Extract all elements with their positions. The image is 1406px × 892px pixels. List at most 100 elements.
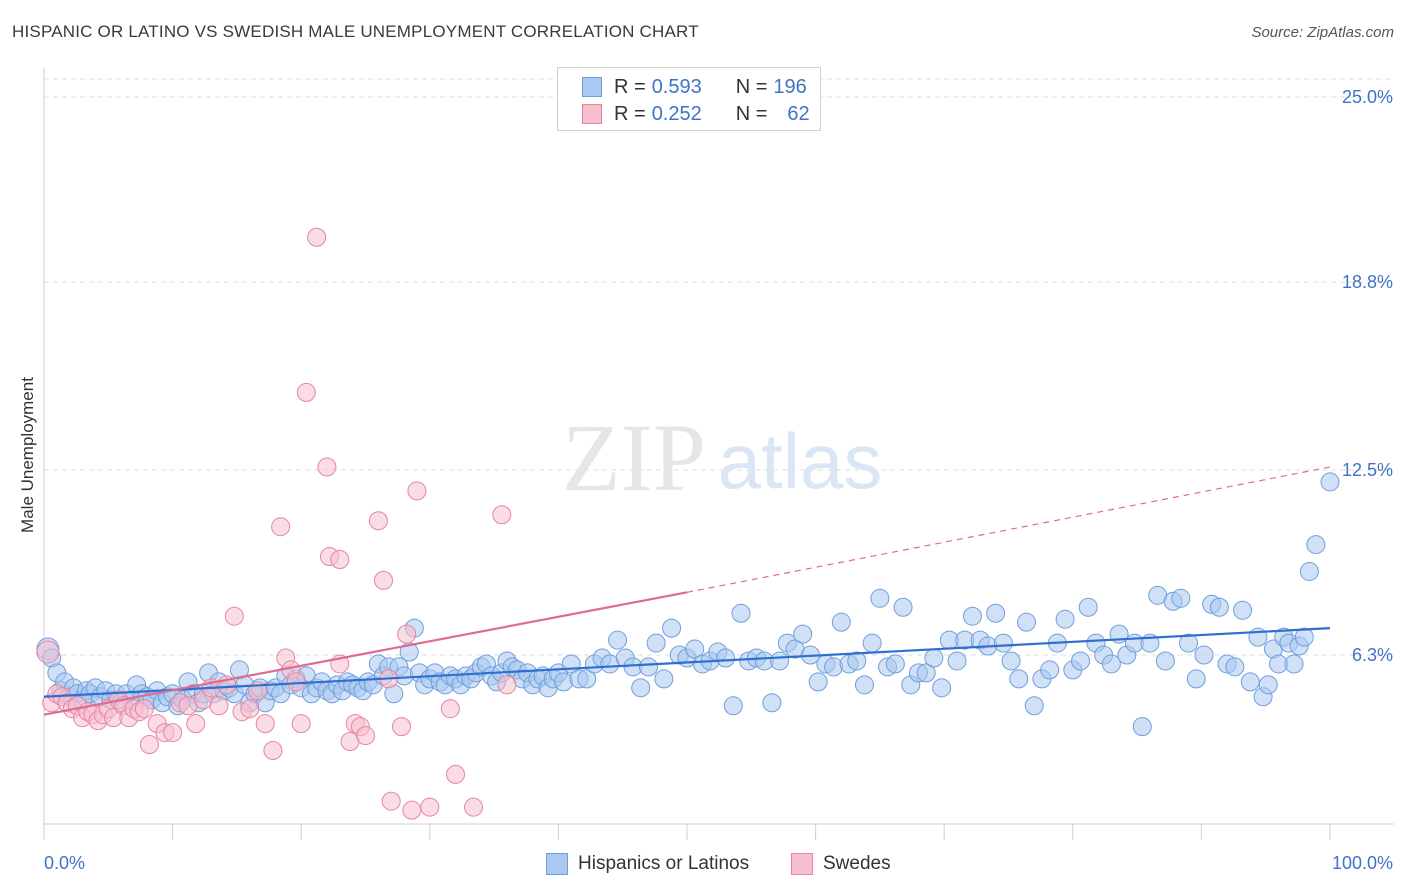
legend-n-label: N = bbox=[735, 75, 768, 98]
hispanics-point bbox=[1024, 696, 1044, 716]
swedes-points bbox=[36, 227, 517, 820]
swedes-point bbox=[134, 699, 154, 719]
grid bbox=[44, 78, 1394, 656]
y-tick-label: 25.0% bbox=[1342, 87, 1393, 107]
swedes-point bbox=[330, 550, 350, 570]
swedes-point bbox=[356, 726, 375, 746]
x-tick-label: 0.0% bbox=[44, 853, 85, 873]
hispanics-point bbox=[731, 603, 751, 623]
bottom-legend-label: Hispanics or Latinos bbox=[578, 853, 750, 874]
source-label: Source: ZipAtlas.com bbox=[1251, 24, 1394, 41]
hispanics-point bbox=[993, 633, 1013, 653]
swedes-point bbox=[440, 699, 460, 719]
hispanics-point bbox=[1017, 612, 1037, 632]
legend-n-value: 196 bbox=[773, 75, 807, 98]
hispanics-point bbox=[1258, 675, 1278, 695]
hispanics-point bbox=[1040, 660, 1060, 680]
trend-lines bbox=[43, 466, 1331, 716]
hispanics-point bbox=[716, 648, 736, 668]
hispanics-point bbox=[824, 657, 844, 677]
swedes-point bbox=[271, 517, 291, 537]
swedes-point bbox=[240, 699, 260, 719]
y-tick-label: 18.8% bbox=[1342, 272, 1393, 292]
y-axis-label: Male Unemployment bbox=[18, 377, 37, 533]
hispanics-point bbox=[808, 672, 828, 692]
hispanics-point bbox=[1284, 654, 1304, 674]
hispanics-point bbox=[847, 651, 867, 671]
bottom-legend-hispanics: Hispanics or Latinos bbox=[546, 853, 749, 875]
hispanics-point bbox=[608, 630, 628, 650]
swedes-point bbox=[492, 505, 512, 525]
legend-r-value: 0.593 bbox=[651, 75, 702, 98]
swedes-point bbox=[255, 714, 275, 734]
watermark-zip: ZIP bbox=[562, 404, 706, 511]
hispanics-point bbox=[893, 597, 913, 617]
hispanics-point bbox=[762, 693, 782, 713]
hispanics-point bbox=[932, 678, 952, 698]
hispanics-point bbox=[662, 618, 682, 638]
hispanics-point bbox=[1294, 627, 1314, 647]
legend-swatch-pink bbox=[582, 104, 602, 124]
swedes-point bbox=[397, 624, 417, 644]
swedes-point bbox=[497, 675, 517, 695]
hispanics-point bbox=[1225, 657, 1245, 677]
swedes-point bbox=[286, 672, 306, 692]
swedes-point bbox=[209, 696, 229, 716]
y-tick-label: 6.3% bbox=[1352, 645, 1393, 665]
swedes-point bbox=[381, 791, 401, 811]
hispanics-point bbox=[862, 633, 882, 653]
bottom-legend-swedes: Swedes bbox=[791, 853, 891, 875]
hispanics-point bbox=[831, 612, 851, 632]
hispanics-point bbox=[1179, 633, 1199, 653]
hispanics-point bbox=[870, 588, 890, 608]
hispanics-point bbox=[1132, 717, 1152, 737]
legend-n-label: N = bbox=[735, 102, 768, 125]
hispanics-point bbox=[554, 672, 574, 692]
hispanics-point bbox=[1171, 588, 1191, 608]
hispanics-points bbox=[36, 472, 1340, 737]
hispanics-point bbox=[916, 663, 936, 683]
hispanics-point bbox=[793, 624, 813, 644]
hispanics-trend-line bbox=[43, 627, 1331, 698]
hispanics-point bbox=[947, 651, 967, 671]
swedes-point bbox=[163, 723, 183, 743]
hispanics-point bbox=[394, 666, 414, 686]
swedes-point bbox=[291, 714, 311, 734]
watermark-atlas: atlas bbox=[718, 417, 883, 505]
hispanics-point bbox=[770, 651, 790, 671]
legend: R = 0.593 N = 196 R = 0.252 N = 62 bbox=[557, 67, 821, 131]
swedes-trend-line bbox=[43, 591, 688, 716]
hispanics-point bbox=[577, 669, 597, 689]
swedes-point bbox=[392, 717, 412, 737]
bottom-legend: Hispanics or Latinos Swedes bbox=[0, 851, 1406, 879]
hispanics-point bbox=[1240, 672, 1260, 692]
legend-swatch-blue bbox=[582, 77, 602, 97]
bottom-legend-swatch-pink bbox=[791, 853, 813, 875]
hispanics-point bbox=[1001, 651, 1021, 671]
watermark: ZIP atlas bbox=[562, 404, 882, 511]
hispanics-point bbox=[1306, 535, 1326, 555]
swedes-point bbox=[402, 800, 422, 820]
swedes-point bbox=[317, 457, 337, 477]
swedes-point bbox=[263, 740, 283, 760]
hispanics-point bbox=[1055, 609, 1075, 629]
swedes-point bbox=[296, 382, 316, 402]
swedes-point bbox=[374, 570, 394, 590]
hispanics-point bbox=[854, 675, 874, 695]
tick-labels: 6.3% 12.5% 18.8% 25.0% 0.0% 100.0% bbox=[44, 87, 1393, 873]
swedes-point bbox=[368, 511, 388, 531]
swedes-point bbox=[420, 797, 440, 817]
swedes-point bbox=[36, 640, 60, 664]
legend-r-value: 0.252 bbox=[651, 102, 702, 125]
hispanics-point bbox=[1078, 597, 1098, 617]
hispanics-point bbox=[1009, 669, 1029, 689]
hispanics-point bbox=[1233, 600, 1253, 620]
hispanics-point bbox=[631, 678, 651, 698]
hispanics-point bbox=[1209, 597, 1229, 617]
hispanics-point bbox=[1101, 654, 1121, 674]
legend-r-label: R = bbox=[614, 75, 646, 98]
hispanics-point bbox=[638, 657, 658, 677]
swedes-point bbox=[307, 227, 327, 247]
hispanics-point bbox=[685, 639, 705, 659]
swedes-point bbox=[407, 481, 427, 501]
